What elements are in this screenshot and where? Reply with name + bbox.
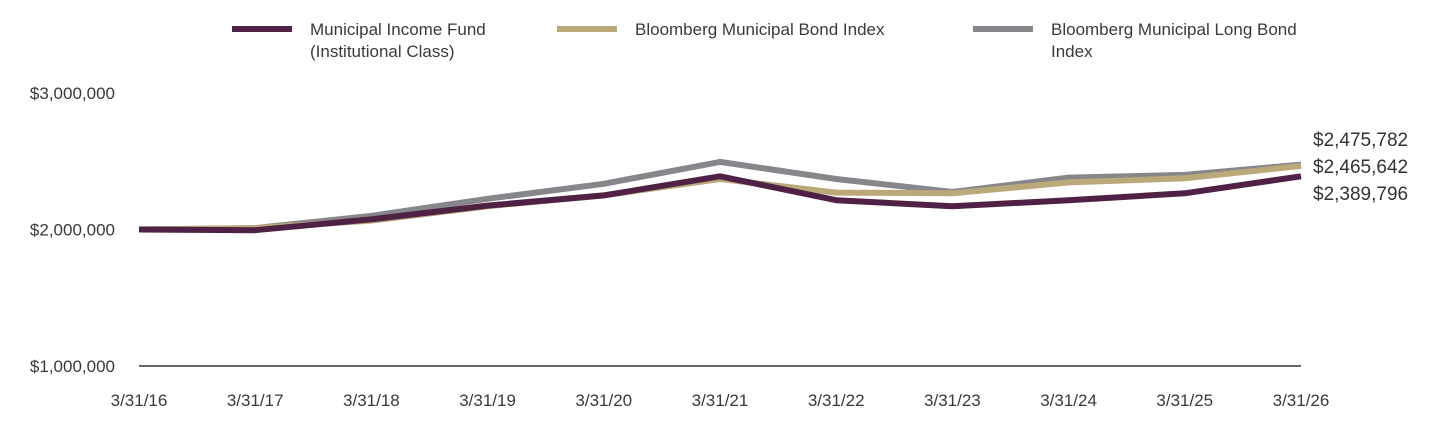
- x-tick-label: 3/31/20: [575, 391, 632, 410]
- y-tick-label: $1,000,000: [30, 357, 115, 376]
- end-labels: $2,475,782 $2,465,642 $2,389,796: [1313, 130, 1408, 205]
- x-tick-label: 3/31/18: [343, 391, 400, 410]
- series-lines: [138, 158, 1302, 234]
- x-tick-label: 3/31/26: [1273, 391, 1330, 410]
- end-value-label: $2,475,782: [1313, 130, 1408, 151]
- y-tick-label: $3,000,000: [30, 84, 115, 103]
- y-axis: $3,000,000 $2,000,000 $1,000,000: [30, 84, 115, 376]
- legend-label: Index: [1051, 42, 1093, 61]
- end-value-label: $2,389,796: [1313, 184, 1408, 205]
- legend-label: (Institutional Class): [310, 42, 455, 61]
- legend-label: Bloomberg Municipal Bond Index: [635, 20, 885, 39]
- legend: Municipal Income Fund (Institutional Clas…: [232, 20, 1297, 61]
- x-tick-label: 3/31/25: [1156, 391, 1213, 410]
- x-axis: 3/31/16 3/31/17 3/31/18 3/31/19 3/31/20 3/31/…: [111, 391, 1330, 410]
- legend-item-bloomberg-municipal-long-bond-index: Bloomberg Municipal Long Bond Index: [973, 20, 1297, 61]
- legend-label: Bloomberg Municipal Long Bond: [1051, 20, 1297, 39]
- x-tick-label: 3/31/17: [227, 391, 284, 410]
- x-tick-label: 3/31/23: [924, 391, 981, 410]
- series-line-bloomberg-municipal-long-bond-index: [138, 158, 1302, 233]
- x-tick-label: 3/31/16: [111, 391, 168, 410]
- y-tick-label: $2,000,000: [30, 221, 115, 240]
- x-tick-label: 3/31/24: [1040, 391, 1097, 410]
- series-line-municipal-income-fund-institutional-class: [138, 173, 1302, 234]
- legend-label: Municipal Income Fund: [310, 20, 486, 39]
- legend-item-municipal-income-fund-institutional-class: Municipal Income Fund (Institutional Clas…: [232, 20, 486, 61]
- x-tick-label: 3/31/22: [808, 391, 865, 410]
- x-tick-label: 3/31/19: [459, 391, 516, 410]
- x-tick-label: 3/31/21: [692, 391, 749, 410]
- legend-item-bloomberg-municipal-bond-index: Bloomberg Municipal Bond Index: [557, 20, 885, 39]
- end-value-label: $2,465,642: [1313, 157, 1408, 178]
